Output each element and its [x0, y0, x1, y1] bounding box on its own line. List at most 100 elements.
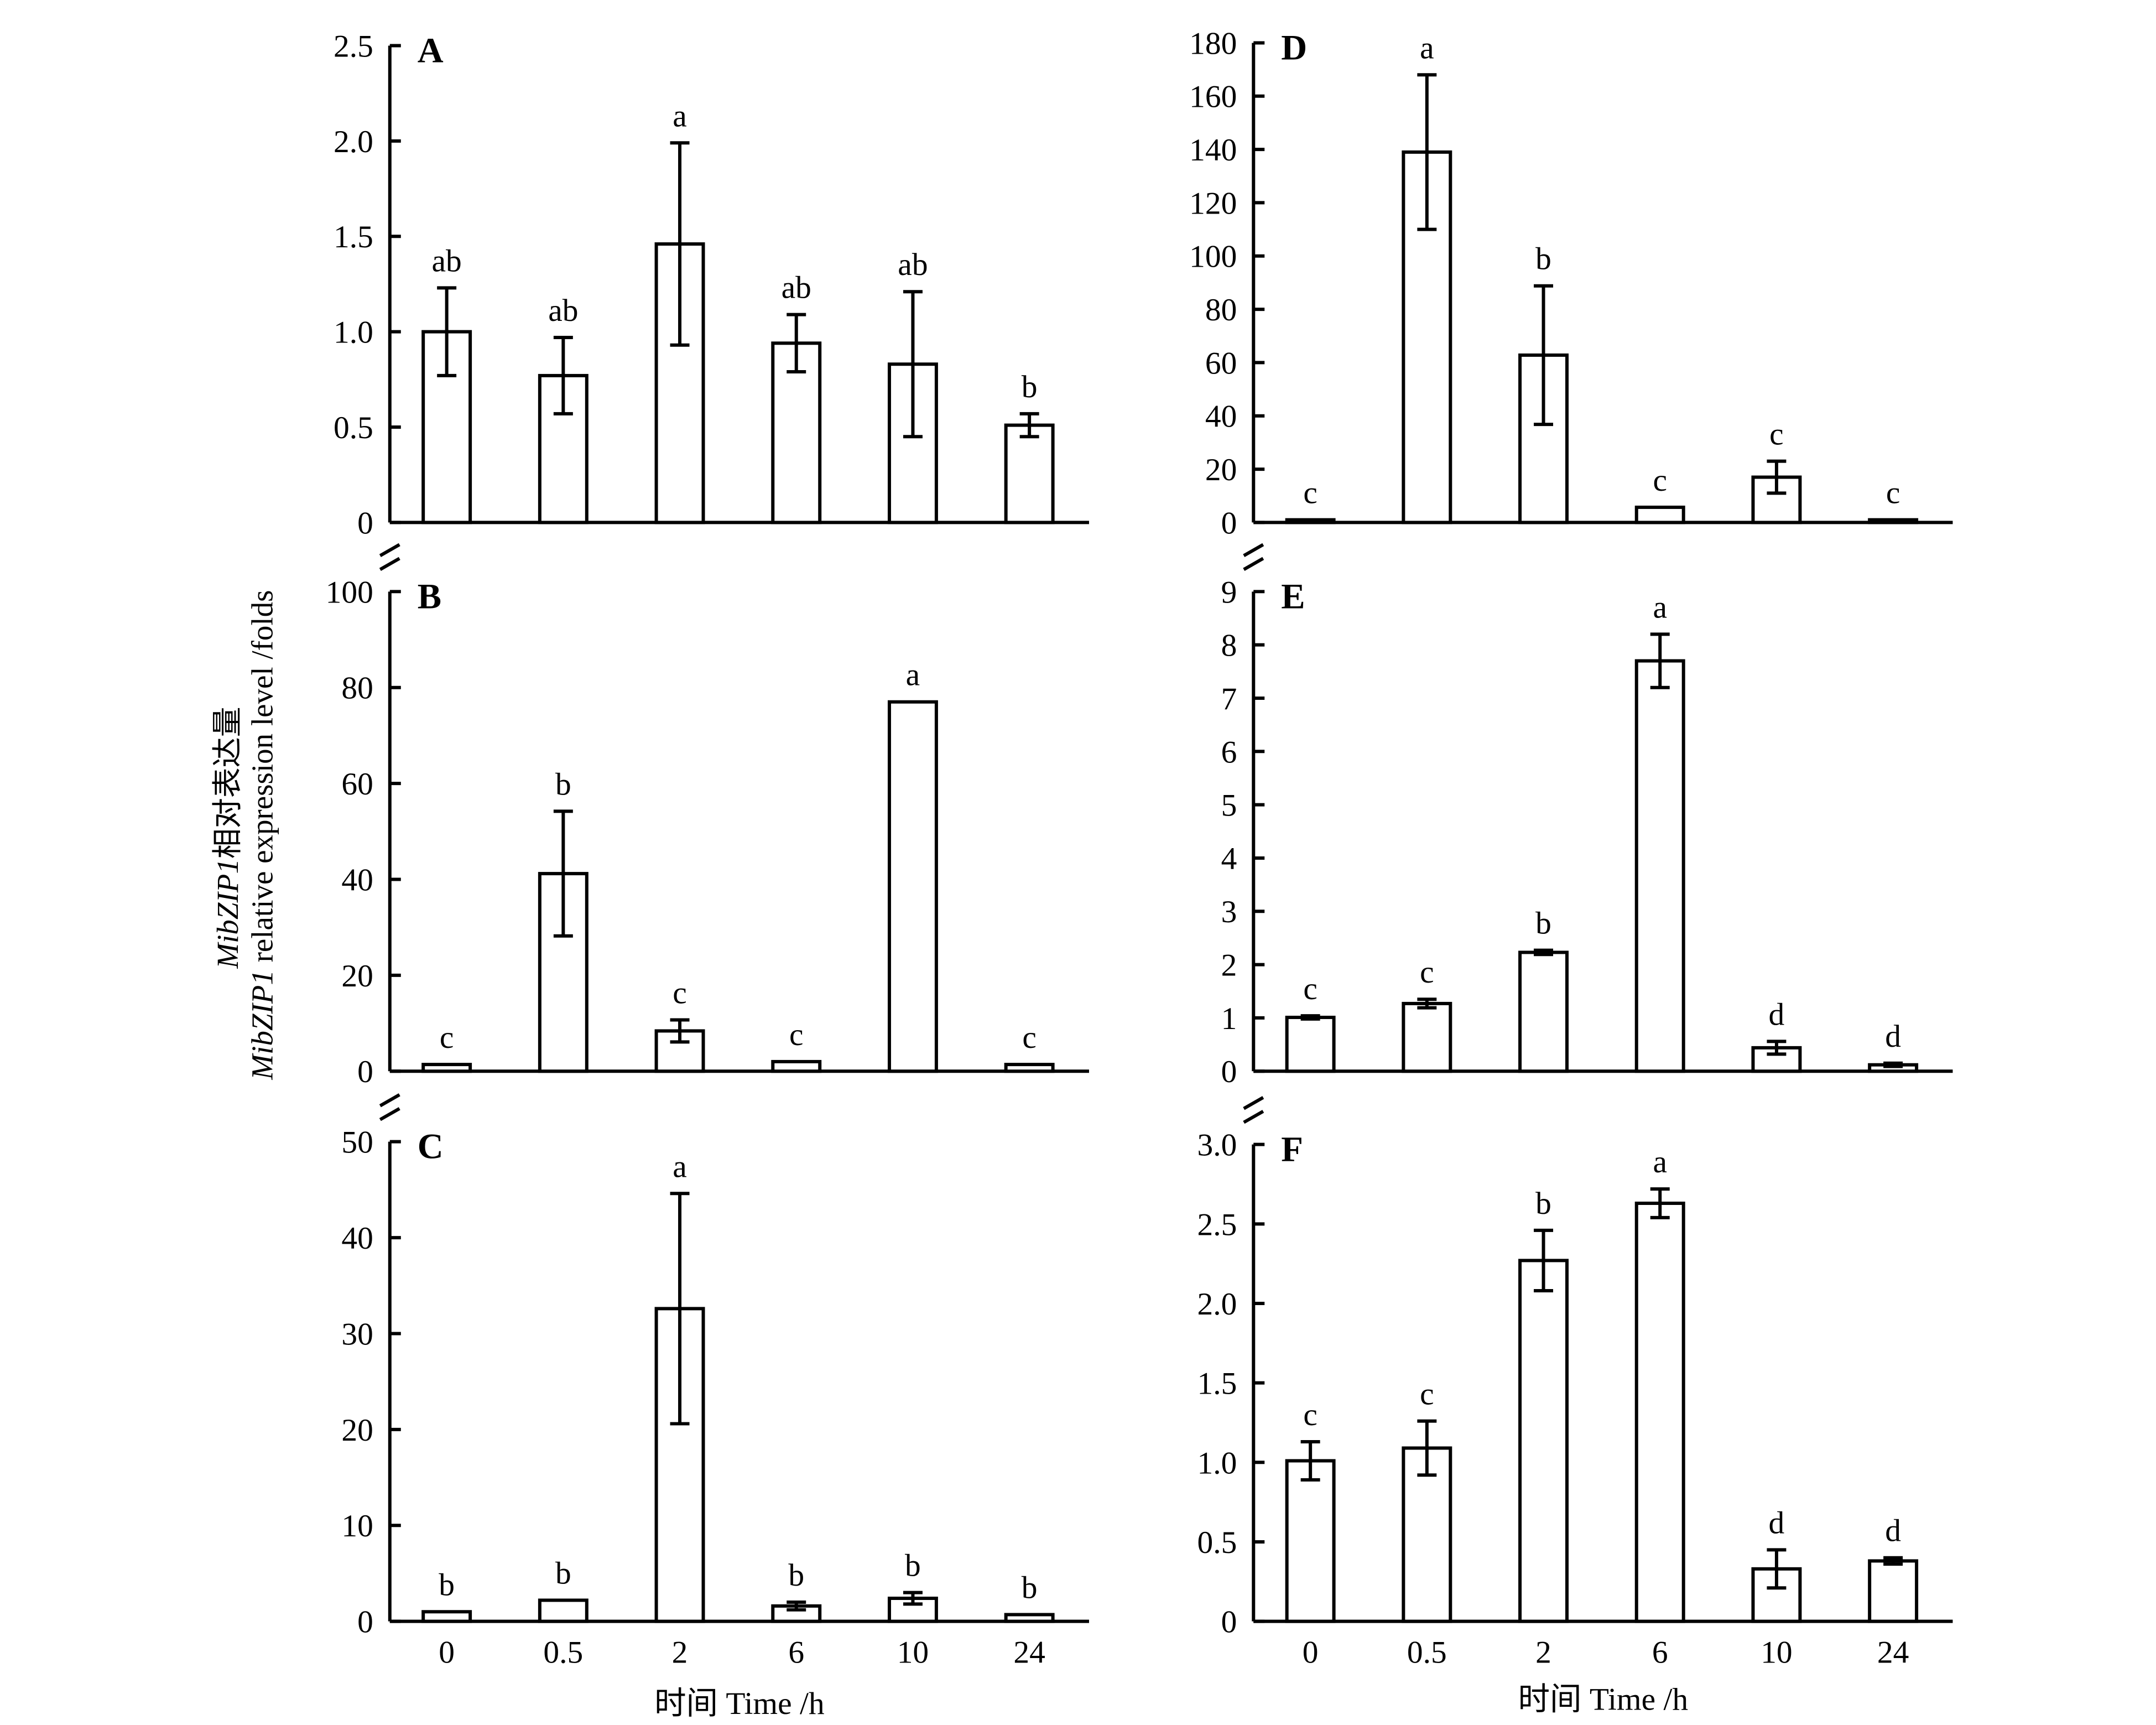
bar [654, 242, 705, 524]
y-tick-label: 40 [1205, 399, 1237, 434]
y-tick-label: 0 [1221, 506, 1237, 541]
y-tick-label: 10 [341, 1509, 373, 1544]
panel-a: 0 0.5 1.0 1.5 2.0 2.5 Aab ab a ab ab b [334, 29, 1089, 541]
bar [1868, 1559, 1919, 1623]
bar [1518, 1259, 1569, 1623]
significance-letter: b [1535, 906, 1551, 941]
y-tick-label: 5 [1221, 788, 1237, 823]
significance-letter: c [1886, 476, 1900, 511]
significance-letter: c [1303, 476, 1317, 511]
significance-letter: b [439, 1567, 455, 1602]
bar [887, 700, 938, 1073]
y-tick-label: 1.0 [1197, 1446, 1237, 1480]
y-tick-label: 20 [1205, 453, 1237, 487]
significance-letter: c [1022, 1020, 1037, 1055]
panel-letter: C [418, 1127, 444, 1167]
x-axis-label-right: 时间 Time /h [1518, 1682, 1689, 1717]
y-tick-label: 60 [341, 767, 373, 802]
x-tick-label: 10 [1761, 1635, 1792, 1670]
axis-break-mark [379, 1107, 400, 1121]
y-tick-label: 40 [341, 862, 373, 897]
axis-break-mark [379, 543, 400, 557]
y-tick-label: 0.5 [1197, 1525, 1237, 1560]
x-tick-label: 0 [1303, 1635, 1319, 1670]
bar [1004, 1613, 1055, 1623]
y-tick-label: 60 [1205, 346, 1237, 381]
significance-letter: a [673, 1149, 687, 1184]
bar [1634, 505, 1685, 524]
bar [1285, 1459, 1336, 1623]
x-axis-label-left: 时间 Time /h [654, 1686, 825, 1721]
significance-letter: a [1653, 1145, 1667, 1180]
significance-letter: b [1022, 370, 1038, 404]
significance-letter: c [1653, 463, 1667, 498]
significance-letter: ab [898, 247, 928, 282]
significance-letter: c [1303, 971, 1317, 1006]
significance-letter: a [906, 658, 920, 693]
y-tick-label: 3 [1221, 895, 1237, 929]
y-tick-label: 50 [341, 1125, 373, 1160]
panel-letter: E [1281, 576, 1305, 616]
y-tick-label: 8 [1221, 628, 1237, 663]
bar [1868, 518, 1919, 524]
y-tick-label: 2.5 [334, 29, 373, 64]
significance-letter: c [789, 1017, 804, 1052]
bar [1285, 518, 1336, 524]
significance-letter: b [1535, 242, 1551, 277]
axis-break-mark [1243, 1096, 1264, 1110]
significance-letter: b [905, 1549, 921, 1583]
y-tick-label: 80 [1205, 293, 1237, 328]
y-tick-label: 80 [341, 671, 373, 706]
y-tick-label: 2 [1221, 948, 1237, 983]
y-tick-label: 0 [357, 506, 373, 541]
significance-letter: d [1885, 1514, 1901, 1549]
bar [1518, 950, 1569, 1073]
y-tick-label: 0 [357, 1605, 373, 1640]
bar [421, 1610, 472, 1623]
y-tick-label: 0 [1221, 1054, 1237, 1089]
panel-c: 0 10 20 30 40 50 Cb 0 b 0.5 a 2 b 6 b 10 b 24 [341, 1089, 1089, 1670]
x-tick-label: 0 [439, 1635, 455, 1670]
significance-letter: c [673, 976, 687, 1011]
x-tick-label: 0.5 [543, 1635, 583, 1670]
panel-f: 0 0.5 1.0 1.5 2.0 2.5 3.0 Fc 0 c 0.5 b 2 a 6 d 10 d 24 [1197, 1092, 1953, 1670]
y-tick-label: 7 [1221, 682, 1237, 716]
panel-e: 0 1 2 3 4 5 6 7 8 9 Ec c b a d d [1221, 539, 1953, 1089]
y-tick-label: 3.0 [1197, 1128, 1237, 1163]
axis-break-mark [379, 1093, 400, 1108]
y-tick-label: 30 [341, 1317, 373, 1352]
x-tick-label: 10 [897, 1635, 929, 1670]
y-tick-label: 1.5 [1197, 1367, 1237, 1401]
axis-break-mark [1243, 1110, 1264, 1124]
y-tick-label: 100 [326, 575, 373, 610]
bar [1004, 1063, 1055, 1073]
bar [421, 1063, 472, 1073]
significance-letter: b [555, 767, 571, 802]
x-tick-label: 6 [788, 1635, 804, 1670]
y-tick-label: 20 [341, 959, 373, 994]
y-tick-label: 100 [1189, 240, 1237, 274]
bar [1285, 1015, 1336, 1073]
axis-break-mark [379, 557, 400, 571]
y-tick-label: 140 [1189, 133, 1237, 168]
panel-letter: B [418, 576, 441, 616]
significance-letter: c [1420, 1377, 1434, 1412]
y-tick-label: 160 [1189, 80, 1237, 115]
panel-letter: D [1281, 28, 1307, 67]
bar [887, 362, 938, 524]
x-tick-label: 2 [1535, 1635, 1551, 1670]
bar [1402, 1446, 1452, 1623]
y-axis-label-cn: MibZIP1相对表达量 [211, 706, 244, 969]
significance-letter: c [1303, 1397, 1317, 1432]
significance-letter: c [1420, 955, 1434, 990]
bar [538, 1598, 589, 1623]
y-tick-label: 0 [1221, 1605, 1237, 1640]
significance-letter: a [673, 98, 687, 133]
panel-b: 0 20 40 60 80 100 Bc b c c a c [326, 539, 1089, 1089]
x-tick-label: 24 [1013, 1635, 1045, 1670]
significance-letter: d [1769, 997, 1785, 1032]
panel-letter: F [1281, 1130, 1303, 1170]
significance-letter: d [1885, 1019, 1901, 1054]
y-tick-label: 9 [1221, 575, 1237, 610]
